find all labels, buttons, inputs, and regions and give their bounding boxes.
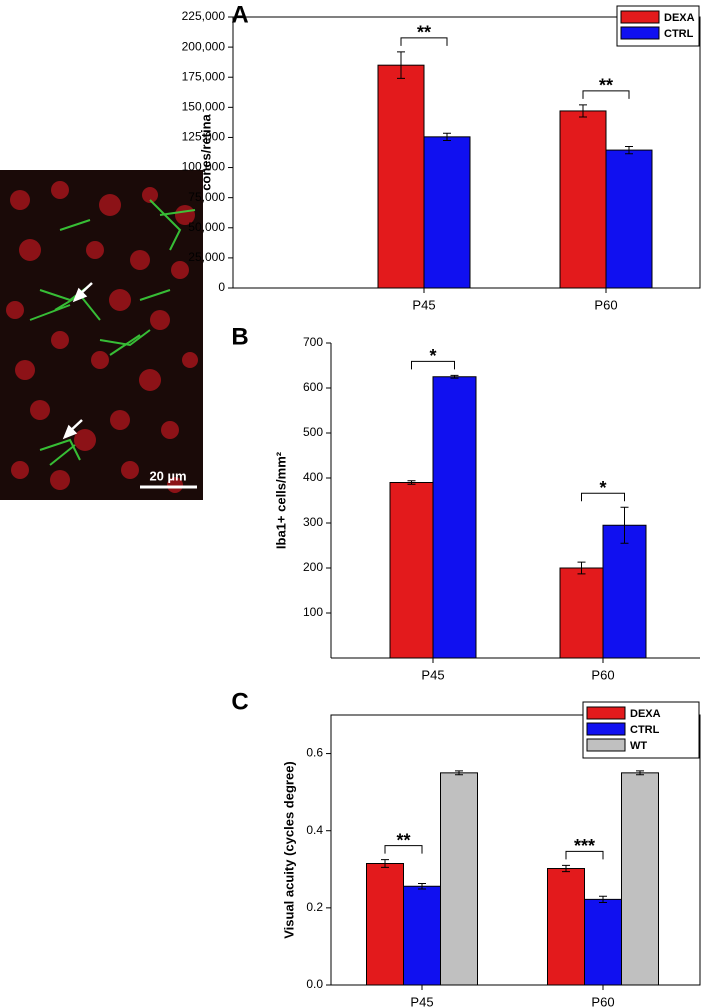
error-bar	[450, 374, 459, 379]
bar	[559, 567, 604, 659]
bar	[559, 110, 607, 289]
y-axis-label: Iba1+ cells/mm²	[273, 451, 288, 549]
error-bar	[397, 51, 405, 79]
y-axis-label: cones/retina	[198, 113, 213, 190]
bar	[440, 772, 478, 986]
y-tick-label: 200	[303, 560, 323, 574]
x-tick-label: P60	[591, 667, 614, 682]
error-bar	[407, 480, 416, 485]
bar	[602, 524, 647, 659]
significance-bracket	[384, 845, 423, 854]
x-tick-label: P60	[594, 297, 617, 312]
scale-bar-label: 20 µm	[149, 468, 186, 483]
y-tick-label: 0.0	[306, 977, 323, 991]
y-tick-label: 700	[303, 335, 323, 349]
x-tick-label: P45	[421, 667, 444, 682]
y-tick-label: 600	[303, 380, 323, 394]
y-tick-label: 175,000	[182, 69, 226, 83]
y-tick-label: 125,000	[182, 130, 226, 144]
significance-label: *	[429, 346, 436, 366]
significance-label: *	[599, 478, 606, 498]
y-tick-label: 150,000	[182, 100, 226, 114]
legend-label: WT	[630, 740, 647, 752]
y-tick-label: 200,000	[182, 39, 226, 53]
y-tick-label: 100,000	[182, 160, 226, 174]
error-bar	[599, 895, 607, 903]
error-bar	[418, 883, 426, 890]
bar	[605, 149, 653, 289]
x-tick-label: P60	[591, 994, 614, 1008]
error-bar	[579, 104, 587, 118]
error-bar	[443, 132, 451, 141]
legend-label: CTRL	[630, 724, 660, 736]
y-tick-label: 300	[303, 515, 323, 529]
y-tick-label: 100	[303, 605, 323, 619]
error-bar	[625, 145, 633, 155]
error-bar	[577, 561, 586, 575]
legend-label: DEXA	[630, 708, 661, 720]
y-tick-label: 75,000	[188, 190, 225, 204]
bar	[389, 482, 434, 659]
legend-swatch	[620, 10, 660, 24]
bar	[621, 772, 659, 986]
significance-label: **	[599, 76, 613, 96]
x-tick-label: P45	[410, 994, 433, 1008]
error-bar	[562, 864, 570, 873]
y-tick-label: 25,000	[188, 250, 225, 264]
bar	[547, 868, 585, 986]
significance-bracket	[565, 850, 604, 860]
bar	[432, 376, 477, 659]
bar	[366, 863, 404, 986]
y-tick-label: 225,000	[182, 9, 226, 23]
legend-label: DEXA	[664, 12, 695, 24]
legend-swatch	[586, 706, 626, 720]
y-tick-label: 0.4	[306, 823, 323, 837]
y-tick-label: 400	[303, 470, 323, 484]
bar	[423, 136, 471, 289]
error-bar	[381, 859, 389, 868]
y-tick-label: 500	[303, 425, 323, 439]
error-bar	[620, 506, 629, 544]
legend-swatch	[620, 26, 660, 40]
legend-swatch	[586, 738, 626, 752]
bar	[377, 64, 425, 289]
error-bar	[636, 770, 644, 776]
significance-bracket	[411, 360, 455, 370]
significance-bracket	[582, 90, 630, 99]
micrograph: 20 µm	[0, 170, 203, 500]
y-tick-label: 50,000	[188, 220, 225, 234]
significance-label: **	[417, 23, 431, 43]
y-axis-label: Visual acuity (cycles degree)	[281, 761, 296, 939]
significance-bracket	[400, 37, 448, 46]
y-tick-label: 0.2	[306, 900, 323, 914]
bar	[403, 885, 441, 986]
significance-label: **	[396, 830, 410, 850]
legend-label: CTRL	[664, 28, 694, 40]
x-tick-label: P45	[412, 297, 435, 312]
panel-label: A	[231, 1, 248, 28]
panel-label: B	[231, 323, 248, 350]
significance-bracket	[581, 492, 625, 502]
panel-label: C	[231, 688, 248, 715]
error-bar	[455, 770, 463, 776]
y-tick-label: 0.6	[306, 746, 323, 760]
plot-frame	[330, 714, 701, 986]
significance-label: ***	[574, 836, 595, 856]
legend-swatch	[586, 722, 626, 736]
bar	[584, 898, 622, 986]
y-tick-label: 0	[218, 280, 225, 294]
